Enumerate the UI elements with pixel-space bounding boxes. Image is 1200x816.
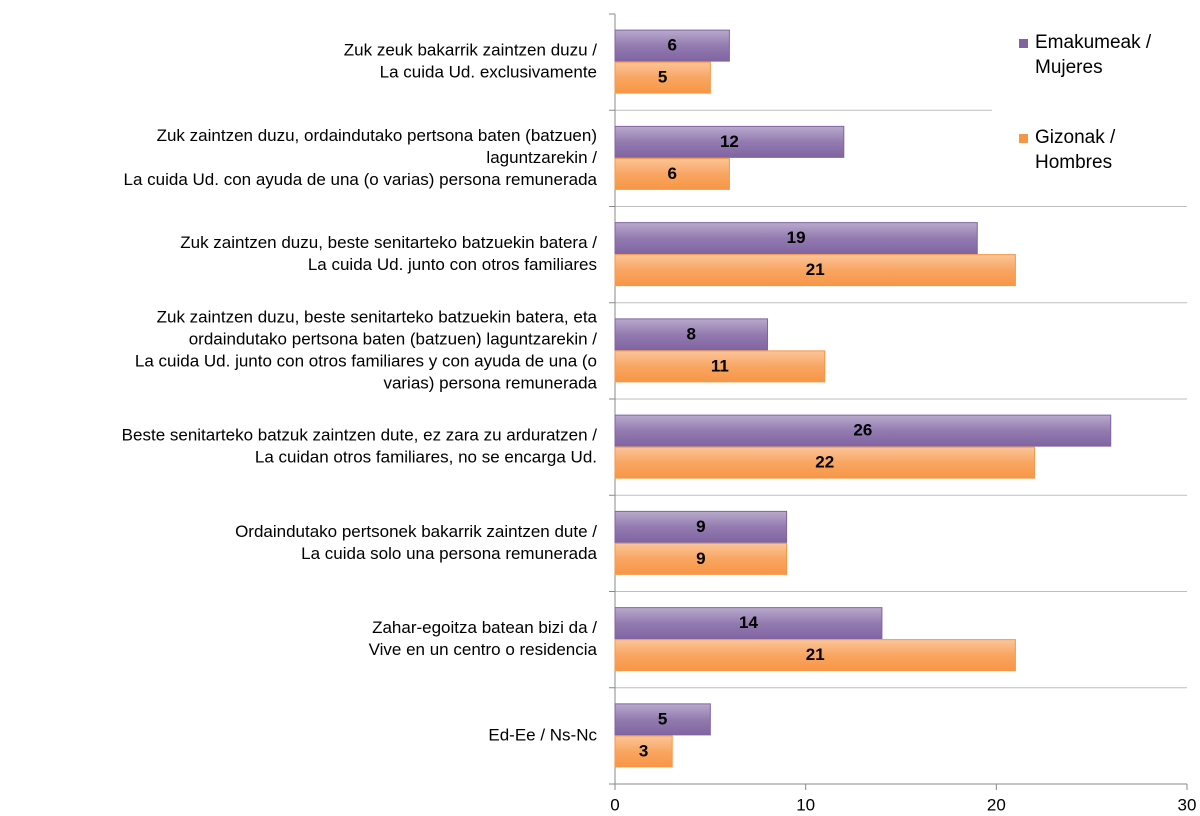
category-label: La cuida Ud. con ayuda de una (o varias)… [124,170,598,189]
bar [614,125,845,158]
legend-label: Gizonak / Hombres [1035,127,1116,173]
bar [614,318,769,351]
category-label: varias) persona remunerada [383,373,597,392]
value-label: 9 [696,549,705,568]
category-label: La cuidan otros familiares, no se encarg… [255,448,597,467]
bar [614,29,730,62]
category-label: ordaindutako pertsona baten (batzuen) la… [189,329,598,348]
category-label: laguntzarekin / [486,148,597,167]
bar [614,157,730,190]
bar [614,510,788,543]
value-label: 12 [720,132,739,151]
bar [614,446,1035,479]
value-label: 6 [667,164,676,183]
value-label: 21 [806,260,825,279]
category-label: Zuk zeuk bakarrik zaintzen duzu / [344,41,598,60]
x-tick-label: 0 [610,795,619,814]
legend-swatch [1019,134,1028,143]
bar [614,414,1112,447]
category-label: Zuk zaintzen duzu, beste senitarteko bat… [180,233,597,252]
value-label: 5 [658,68,667,87]
value-label: 3 [639,741,648,760]
x-tick-label: 20 [987,795,1006,814]
category-label: La cuida Ud. exclusivamente [380,63,597,82]
value-label: 19 [787,228,806,247]
legend-swatch [1019,39,1028,48]
value-label: 26 [853,421,872,440]
bar [614,735,673,768]
value-label: 6 [667,36,676,55]
legend-entry: Gizonak / Hombres [1019,125,1155,175]
value-label: 22 [815,453,834,472]
category-label: Beste senitarteko batzuk zaintzen dute, … [122,426,598,445]
category-label: Vive en un centro o residencia [369,640,598,659]
category-label: Zuk zaintzen duzu, beste senitarteko bat… [157,307,598,326]
category-label: Zahar-egoitza batean bizi da / [372,618,597,637]
value-label: 8 [687,324,696,343]
x-tick-label: 30 [1178,795,1197,814]
value-label: 21 [806,645,825,664]
legend-entry: Emakumeak / Mujeres [1019,30,1155,80]
value-label: 14 [739,613,758,632]
bar [614,639,1016,672]
bar [614,607,883,640]
value-label: 5 [658,709,667,728]
category-label: Ed-Ee / Ns-Nc [488,725,597,744]
category-label: La cuida Ud. junto con otros familiares … [135,351,597,370]
bar [614,254,1016,287]
legend-label: Emakumeak / Mujeres [1035,32,1152,78]
bar [614,542,788,575]
category-label: La cuida Ud. junto con otros familiares [308,255,597,274]
x-tick-label: 10 [796,795,815,814]
bar [614,703,711,736]
bar [614,61,711,94]
bar [614,350,826,383]
category-label: La cuida solo una persona remunerada [301,544,597,563]
value-label: 9 [696,517,705,536]
bar [614,222,978,255]
category-label: Ordaindutako pertsonek bakarrik zaintzen… [235,522,597,541]
category-label: Zuk zaintzen duzu, ordaindutako pertsona… [157,126,597,145]
value-label: 11 [711,356,729,375]
